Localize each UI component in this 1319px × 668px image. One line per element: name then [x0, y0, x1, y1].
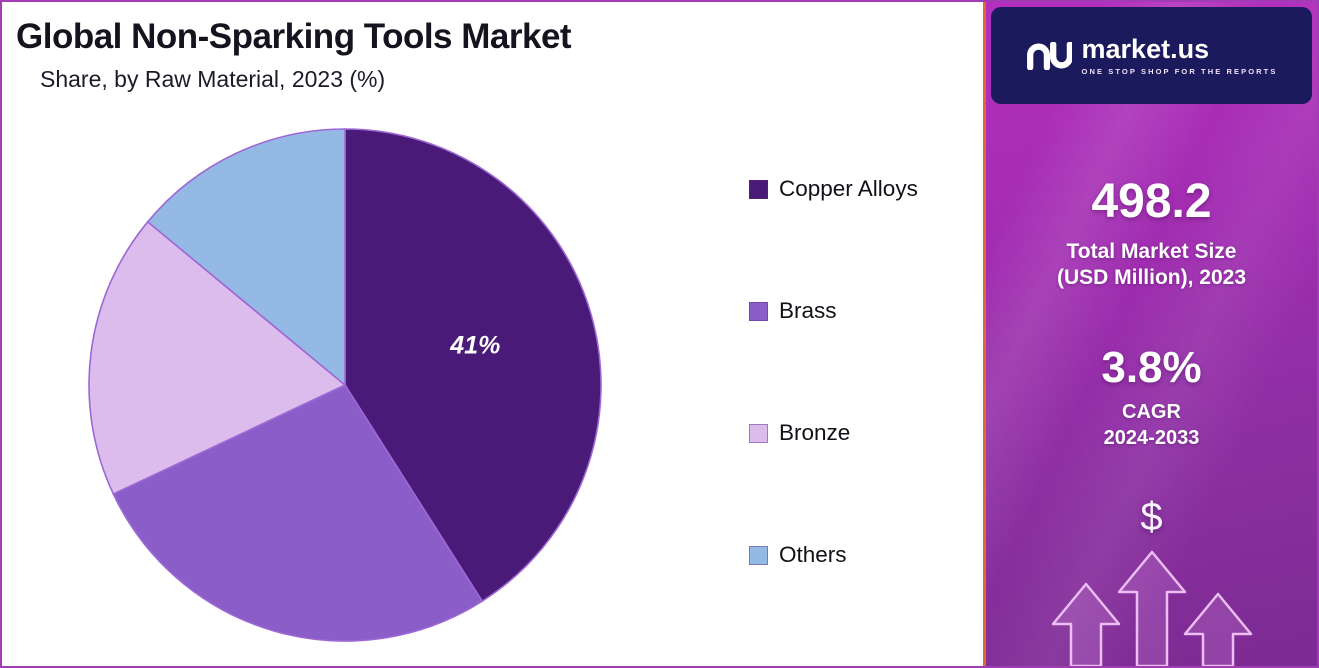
pie-slice-bronze: [88, 220, 347, 496]
legend-item-others: Others: [749, 540, 918, 570]
legend-label: Others: [779, 542, 847, 567]
pie-chart: 41%: [88, 128, 602, 642]
brand-name: market.us: [1081, 33, 1210, 64]
legend-item-copper-alloys: Copper Alloys: [749, 174, 918, 204]
marketus-logo-icon: [1026, 41, 1072, 70]
market-size-value: 498.2: [1091, 175, 1212, 228]
legend: Copper Alloys Brass Bronze Others: [749, 174, 918, 570]
market-size-label: Total Market Size (USD Million), 2023: [1057, 239, 1246, 292]
legend-item-bronze: Bronze: [749, 418, 918, 448]
logo-box: market.us ONE STOP SHOP FOR THE REPORTS: [991, 7, 1312, 104]
pie-data-label: 41%: [449, 332, 500, 360]
chart-subtitle: Share, by Raw Material, 2023 (%): [40, 65, 386, 92]
chart-area: Global Non-Sparking Tools Market Share, …: [2, 2, 985, 666]
growth-arrows-icon: [1051, 550, 1253, 666]
legend-label: Copper Alloys: [779, 176, 918, 201]
legend-swatch: [749, 423, 768, 443]
legend-swatch: [749, 179, 768, 199]
brand-tagline: ONE STOP SHOP FOR THE REPORTS: [1081, 66, 1278, 76]
pie-slice-others: [146, 128, 346, 387]
dollar-symbol: $: [1140, 495, 1163, 540]
logo-text: market.us ONE STOP SHOP FOR THE REPORTS: [1081, 33, 1278, 76]
cagr-value: 3.8%: [1101, 343, 1202, 393]
cagr-label-line1: CAGR: [1122, 401, 1181, 424]
cagr-label: CAGR 2024-2033: [1104, 399, 1200, 451]
legend-label: Bronze: [779, 420, 851, 445]
sidebar: market.us ONE STOP SHOP FOR THE REPORTS …: [983, 2, 1317, 666]
market-size-label-line1: Total Market Size: [1066, 239, 1237, 263]
legend-label: Brass: [779, 298, 837, 323]
pie-slice-brass: [112, 383, 484, 642]
legend-swatch: [749, 301, 768, 321]
market-size-label-line2: (USD Million), 2023: [1056, 266, 1247, 290]
legend-swatch: [749, 545, 768, 565]
chart-title: Global Non-Sparking Tools Market: [16, 17, 572, 56]
cagr-label-line2: 2024-2033: [1103, 427, 1200, 450]
legend-item-brass: Brass: [749, 296, 918, 326]
pie-slice-copper-alloys: [344, 128, 602, 603]
